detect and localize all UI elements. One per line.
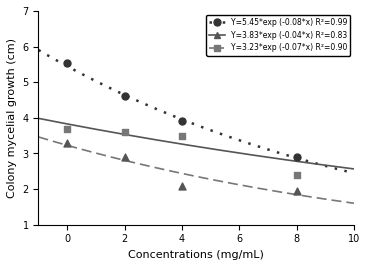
Y-axis label: Colony mycelial growth (cm): Colony mycelial growth (cm) <box>7 38 17 198</box>
X-axis label: Concentrations (mg/mL): Concentrations (mg/mL) <box>128 250 264 260</box>
Legend: Y=5.45*exp (-0.08*x) R²=0.99, Y=3.83*exp (-0.04*x) R²=0.83, Y=3.23*exp (-0.07*x): Y=5.45*exp (-0.08*x) R²=0.99, Y=3.83*exp… <box>206 15 350 56</box>
Point <box>121 155 127 159</box>
Point <box>64 126 70 131</box>
Point <box>294 155 299 159</box>
Point <box>179 183 185 188</box>
Point <box>64 141 70 145</box>
Point <box>294 173 299 177</box>
Point <box>64 61 70 65</box>
Point <box>121 130 127 134</box>
Point <box>121 94 127 99</box>
Point <box>179 134 185 138</box>
Point <box>294 189 299 193</box>
Point <box>179 119 185 124</box>
